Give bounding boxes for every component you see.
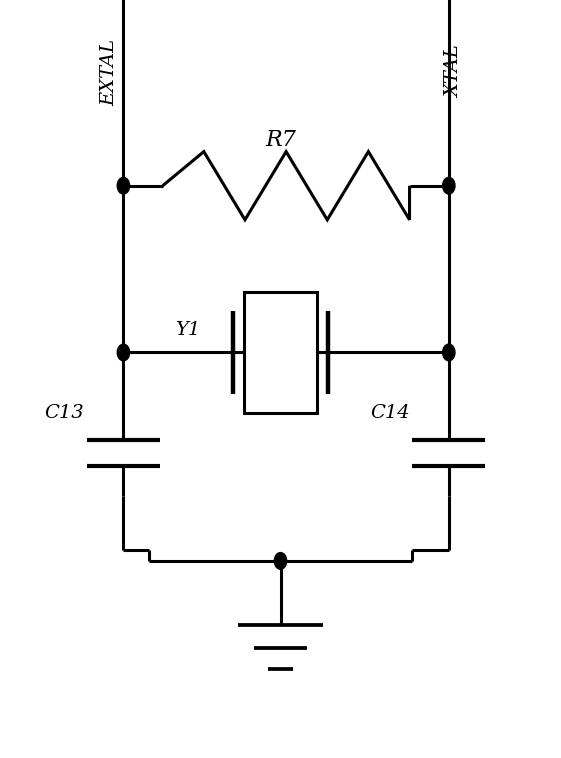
- Text: Y1: Y1: [175, 321, 201, 339]
- Circle shape: [117, 177, 130, 194]
- Circle shape: [443, 344, 455, 361]
- Text: XTAL: XTAL: [445, 45, 463, 99]
- Text: C14: C14: [370, 404, 410, 422]
- Bar: [244, 292, 317, 413]
- Text: R7: R7: [265, 129, 296, 152]
- Circle shape: [117, 344, 130, 361]
- Circle shape: [274, 553, 287, 569]
- Text: C13: C13: [45, 404, 84, 422]
- Circle shape: [443, 177, 455, 194]
- Text: EXTAL: EXTAL: [100, 39, 118, 105]
